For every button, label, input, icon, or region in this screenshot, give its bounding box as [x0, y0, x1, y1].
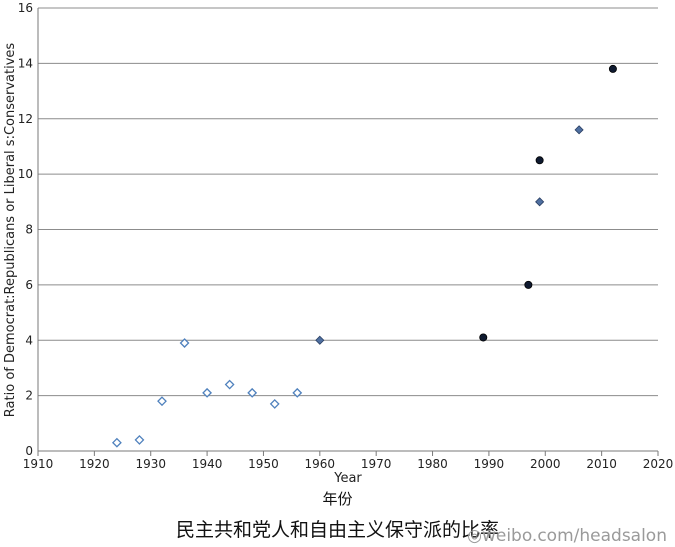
y-tick-label: 10 — [18, 167, 33, 181]
y-axis-label: Ratio of Democrat:Republicans or Liberal… — [3, 43, 18, 418]
data-point-dot — [608, 64, 617, 73]
x-tick-label: 1950 — [248, 457, 279, 471]
chart-title: 民主共和党人和自由主义保守派的比率 — [175, 519, 499, 541]
data-point-hollow-diamond — [202, 387, 213, 398]
x-tick-label: 1990 — [474, 457, 505, 471]
data-point-hollow-diamond — [292, 387, 303, 398]
data-points — [111, 64, 617, 448]
watermark: ◎weibo.com/headsalon — [467, 526, 667, 546]
data-point-filled-diamond — [535, 197, 545, 207]
x-tick-label: 1960 — [305, 457, 336, 471]
x-tick-label: 1970 — [361, 457, 392, 471]
x-tick-label: 2010 — [586, 457, 617, 471]
watermark-text: weibo.com/headsalon — [481, 526, 667, 546]
y-tick-label: 14 — [18, 56, 33, 70]
tick-labels: 0 2 4 6 8 10 12 14 16 1910 1920 1930 1940 1950 1960 197… — [18, 1, 674, 471]
y-tick-label: 12 — [18, 112, 33, 126]
y-tick-label: 16 — [18, 1, 33, 15]
x-axis-label: Year — [333, 471, 362, 486]
data-point-dot — [524, 280, 533, 289]
data-point-hollow-diamond — [224, 379, 235, 390]
data-point-filled-diamond — [574, 125, 584, 135]
y-tick-label: 0 — [25, 444, 33, 458]
y-tick-label: 6 — [25, 278, 33, 292]
data-point-hollow-diamond — [179, 338, 190, 348]
data-point-dot — [535, 156, 544, 165]
x-tick-label: 1910 — [23, 457, 54, 471]
y-tick-label: 8 — [25, 223, 33, 237]
x-tick-label: 1930 — [135, 457, 166, 471]
grid-lines — [38, 7, 658, 452]
data-point-hollow-diamond — [111, 437, 122, 448]
data-point-filled-diamond — [315, 335, 325, 345]
data-point-hollow-diamond — [157, 396, 167, 407]
x-tick-label: 1980 — [417, 457, 448, 471]
x-tick-label: 1940 — [192, 457, 223, 471]
weibo-logo-icon: ◎ — [467, 526, 482, 546]
axes — [37, 8, 659, 456]
data-point-hollow-diamond — [134, 435, 145, 445]
y-tick-label: 2 — [25, 389, 33, 403]
x-tick-label: 2000 — [530, 457, 561, 471]
x-tick-label: 1920 — [79, 457, 110, 471]
data-point-hollow-diamond — [247, 387, 258, 398]
data-point-dot — [479, 333, 488, 342]
y-tick-label: 4 — [25, 333, 33, 347]
x-tick-label: 2020 — [643, 457, 674, 471]
data-point-hollow-diamond — [269, 399, 280, 409]
x-axis-label-chinese: 年份 — [322, 490, 353, 508]
